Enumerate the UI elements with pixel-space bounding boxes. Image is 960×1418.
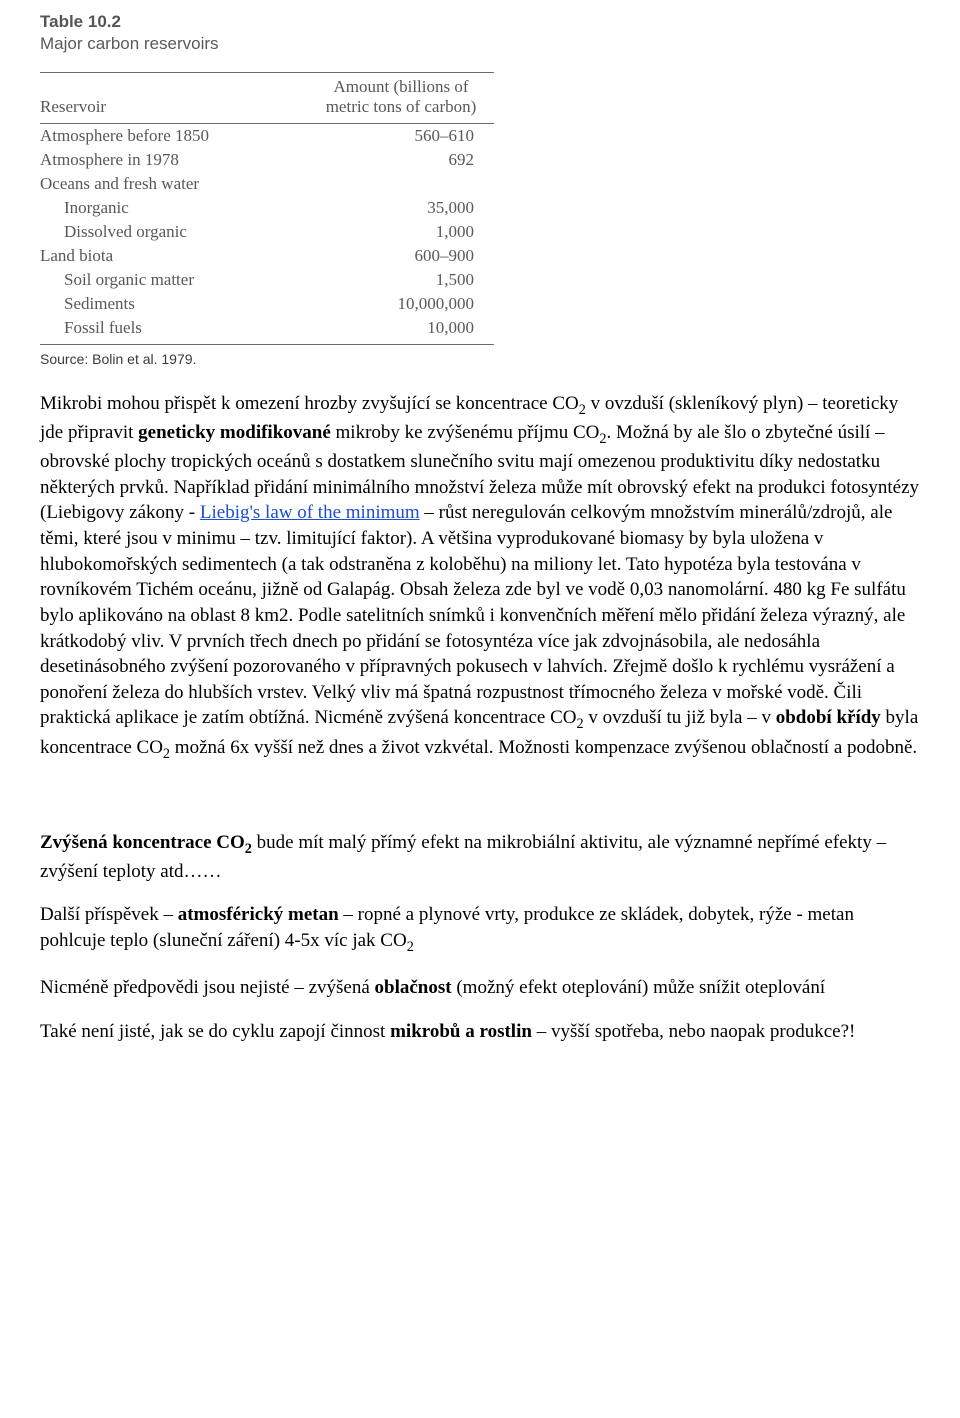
table-cell-value [294, 172, 494, 196]
carbon-reservoirs-table-block: Table 10.2 Major carbon reservoirs Reser… [40, 12, 920, 367]
table-cell-label: Atmosphere before 1850 [40, 124, 294, 149]
paragraph-5: Také není jisté, jak se do cyklu zapojí … [40, 1019, 920, 1045]
table-cell-label: Sediments [40, 292, 294, 316]
liebig-law-link[interactable]: Liebig's law of the minimum [200, 502, 420, 523]
table-cell-label: Atmosphere in 1978 [40, 148, 294, 172]
table-row: Inorganic35,000 [40, 196, 494, 220]
table-row: Oceans and fresh water [40, 172, 494, 196]
table-cell-label: Fossil fuels [40, 316, 294, 345]
table-row: Atmosphere in 1978692 [40, 148, 494, 172]
paragraph-1: Mikrobi mohou přispět k omezení hrozby z… [40, 391, 920, 764]
table-source: Source: Bolin et al. 1979. [40, 351, 920, 367]
carbon-reservoirs-table: Reservoir Amount (billions ofmetric tons… [40, 72, 494, 345]
col-header-amount: Amount (billions ofmetric tons of carbon… [294, 73, 494, 124]
table-cell-label: Oceans and fresh water [40, 172, 294, 196]
table-row: Sediments10,000,000 [40, 292, 494, 316]
table-row: Soil organic matter1,500 [40, 268, 494, 292]
table-row: Dissolved organic1,000 [40, 220, 494, 244]
table-cell-label: Dissolved organic [40, 220, 294, 244]
table-title: Table 10.2 [40, 12, 920, 32]
table-cell-value: 10,000,000 [294, 292, 494, 316]
table-cell-value: 10,000 [294, 316, 494, 345]
document-body-text: Mikrobi mohou přispět k omezení hrozby z… [40, 391, 920, 1044]
table-cell-value: 1,000 [294, 220, 494, 244]
table-cell-value: 600–900 [294, 244, 494, 268]
col-header-reservoir: Reservoir [40, 73, 294, 124]
table-cell-value: 35,000 [294, 196, 494, 220]
table-cell-value: 560–610 [294, 124, 494, 149]
table-row: Land biota600–900 [40, 244, 494, 268]
table-subtitle: Major carbon reservoirs [40, 34, 920, 54]
table-cell-value: 1,500 [294, 268, 494, 292]
paragraph-2: Zvýšená koncentrace CO2 bude mít malý př… [40, 830, 920, 885]
table-cell-value: 692 [294, 148, 494, 172]
table-cell-label: Inorganic [40, 196, 294, 220]
table-cell-label: Land biota [40, 244, 294, 268]
paragraph-3: Další příspěvek – atmosférický metan – r… [40, 902, 920, 957]
paragraph-4: Nicméně předpovědi jsou nejisté – zvýšen… [40, 975, 920, 1001]
table-cell-label: Soil organic matter [40, 268, 294, 292]
table-row: Fossil fuels10,000 [40, 316, 494, 345]
table-row: Atmosphere before 1850560–610 [40, 124, 494, 149]
